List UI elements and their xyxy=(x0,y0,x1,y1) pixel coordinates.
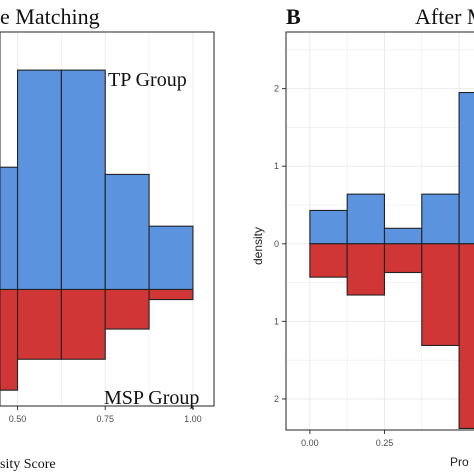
bottom-histogram-bar xyxy=(309,243,348,278)
right-panel-title: After M xyxy=(415,4,474,29)
bottom-histogram-bar xyxy=(0,288,19,391)
left-panel-title: e Matching xyxy=(0,4,100,29)
right-y-axis-label: density xyxy=(251,227,265,265)
left-bars xyxy=(0,69,194,391)
left-panel: e Matching 0.50 0.75 1.00 sity Score TP Gr… xyxy=(0,4,215,472)
bottom-histogram-bar xyxy=(458,243,474,429)
y-tick-label: 2 xyxy=(274,394,279,404)
x-tick-label: 0.75 xyxy=(96,414,114,424)
top-histogram-bar xyxy=(346,193,386,245)
top-histogram-bar xyxy=(16,69,62,291)
bottom-histogram-bar xyxy=(421,243,460,346)
left-plot-border xyxy=(0,31,215,407)
top-histogram-bar xyxy=(60,69,106,291)
top-histogram-bar xyxy=(104,173,150,291)
left-top-group-label: TP Group xyxy=(108,69,187,91)
bottom-histogram-bar xyxy=(60,288,106,360)
bottom-histogram-bar xyxy=(148,288,194,301)
x-tick-label: 0.50 xyxy=(9,414,27,424)
y-tick-label: 1 xyxy=(274,316,279,326)
right-panel-letter: B xyxy=(286,4,301,29)
top-histogram-bar xyxy=(0,166,19,291)
y-tick-label: 0 xyxy=(274,239,279,249)
top-histogram-bar xyxy=(148,225,194,291)
top-histogram-bar xyxy=(458,91,474,245)
bottom-histogram-bar xyxy=(16,288,62,360)
right-bars xyxy=(309,91,474,429)
y-tick-label: 1 xyxy=(274,161,279,171)
left-x-ticks: 0.50 0.75 1.00 xyxy=(9,406,202,424)
y-tick-label: 2 xyxy=(274,84,279,94)
bottom-histogram-bar xyxy=(104,288,150,330)
top-histogram-bar xyxy=(309,209,348,245)
x-tick-label: 1.00 xyxy=(184,414,202,424)
bottom-histogram-bar xyxy=(346,243,386,296)
top-histogram-bar xyxy=(383,227,423,245)
left-bottom-group-label: MSP Group xyxy=(104,387,199,409)
right-y-ticks: 2 1 0 1 2 xyxy=(274,84,286,404)
right-x-ticks: 0.00 0.25 xyxy=(301,430,393,448)
right-x-axis-label: Pro xyxy=(450,455,469,469)
top-histogram-bar xyxy=(421,193,460,245)
right-panel: B After M 2 1 0 1 2 0.00 0.25 density Pro xyxy=(251,4,474,469)
x-tick-label: 0.00 xyxy=(301,438,319,448)
x-tick-label: 0.25 xyxy=(376,438,394,448)
left-x-axis-label: sity Score xyxy=(0,457,56,472)
bottom-histogram-bar xyxy=(383,243,423,274)
right-plot-border xyxy=(285,31,474,431)
